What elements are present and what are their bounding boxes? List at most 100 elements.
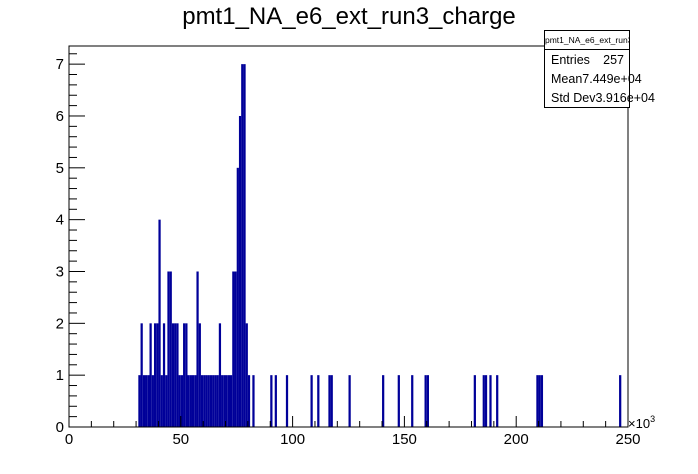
histogram-bin [484,375,488,427]
x-tick-label: 250 [615,431,640,448]
y-axis-ticks: 0 1 2 3 4 5 6 7 [56,53,85,436]
histogram-bin [397,375,400,427]
histogram-bin [160,375,163,427]
y-tick-label: 0 [56,419,64,436]
x-tick-label: 50 [172,431,189,448]
histogram-bin [142,375,146,427]
histogram-bin [489,375,492,427]
y-tick-label: 3 [56,263,64,280]
histogram-bin [180,375,184,427]
histogram-bin [196,271,199,427]
y-tick-label: 6 [56,108,64,125]
histogram-bin [234,271,237,427]
histogram-bin [536,375,539,427]
histogram-bin [236,167,239,427]
stats-label: Entries [551,52,590,67]
histogram-bin [252,375,255,427]
histogram-bin [232,271,235,427]
histogram-bin [238,115,242,427]
axes [68,45,629,428]
stats-value: 3.916e+04 [595,90,655,105]
histogram-bin [205,375,208,427]
y-tick-label: 4 [56,212,64,229]
histogram-bin [189,375,192,427]
stats-label: Std Dev [551,90,596,105]
histogram-bin [619,375,622,427]
histogram-bin [174,323,177,427]
histogram-bin [167,271,170,427]
histogram-bin [218,323,222,427]
histogram-bin [496,375,499,427]
stats-row-stddev: Std Dev 3.916e+04 [545,88,655,107]
histogram-bin [151,375,154,427]
histogram-bin [411,375,414,427]
x-tick-label: 100 [280,431,305,448]
histogram-bin [229,375,233,427]
plot-frame [68,45,629,428]
histogram-bin [426,375,429,427]
x-tick-label: 150 [392,431,417,448]
histogram-bin [424,375,427,427]
histogram-bin [538,375,541,427]
histogram-bin [348,375,351,427]
histogram-bin [214,375,217,427]
histogram-bin [171,323,175,427]
histogram-bin [328,375,331,427]
histogram-bin [382,375,385,427]
histogram-bin [270,375,273,427]
x-axis-exponent: ×103 [628,414,655,431]
y-tick-label: 5 [56,160,64,177]
y-tick-label: 2 [56,315,64,332]
stats-label: Mean [551,71,583,86]
histogram-bin [540,375,544,427]
histogram-bin [473,375,476,427]
histogram-bin [225,375,228,427]
y-tick-label: 7 [56,56,64,73]
histogram-bin [247,375,251,427]
histogram-bin [317,375,320,427]
histogram-bin [147,375,150,427]
stats-row-entries: Entries 257 [545,50,629,69]
stats-title: pmt1_NA_e6_ext_run3_charge [545,31,629,50]
histogram-bin [243,64,246,427]
histogram-bin [203,375,206,427]
histogram-bin [191,375,195,427]
histogram-bin [207,375,210,427]
histogram-bars [138,64,622,427]
histogram-bin [185,323,188,427]
histogram-bin [153,323,157,427]
histogram-bin [187,375,190,427]
histogram-bin [330,375,333,427]
histogram-bin [145,375,148,427]
histogram-bin [162,323,166,427]
histogram-bin [176,323,179,427]
stats-value: 7.449e+04 [582,71,642,86]
x-tick-label: 200 [504,431,529,448]
histogram-bin [310,375,313,427]
histogram-bin [216,375,219,427]
histogram-bin [198,323,201,427]
histogram-bin [482,375,485,427]
histogram-bin [156,323,159,427]
stats-box: pmt1_NA_e6_ext_run3_charge Entries 257 M… [544,30,655,108]
histogram-bin [227,375,230,427]
histogram-bin [241,64,244,427]
histogram-bin [140,323,143,427]
histogram-bin [194,375,197,427]
histogram-bin [183,323,186,427]
histogram-bin [212,375,215,427]
histogram-bin [200,375,204,427]
x-tick-label: 0 [65,431,73,448]
histogram-bin [158,219,161,427]
histogram-bin [285,375,289,427]
histogram-bin [221,375,224,427]
stats-row-mean: Mean 7.449e+04 [545,69,642,88]
histogram-bin [274,375,277,427]
histogram-bin [223,375,226,427]
histogram-bin [245,323,248,427]
x-axis-ticks: 0 50 100 150 200 250 [65,416,641,448]
stats-value: 257 [603,52,624,67]
histogram-bin [149,323,152,427]
y-tick-label: 1 [56,367,64,384]
